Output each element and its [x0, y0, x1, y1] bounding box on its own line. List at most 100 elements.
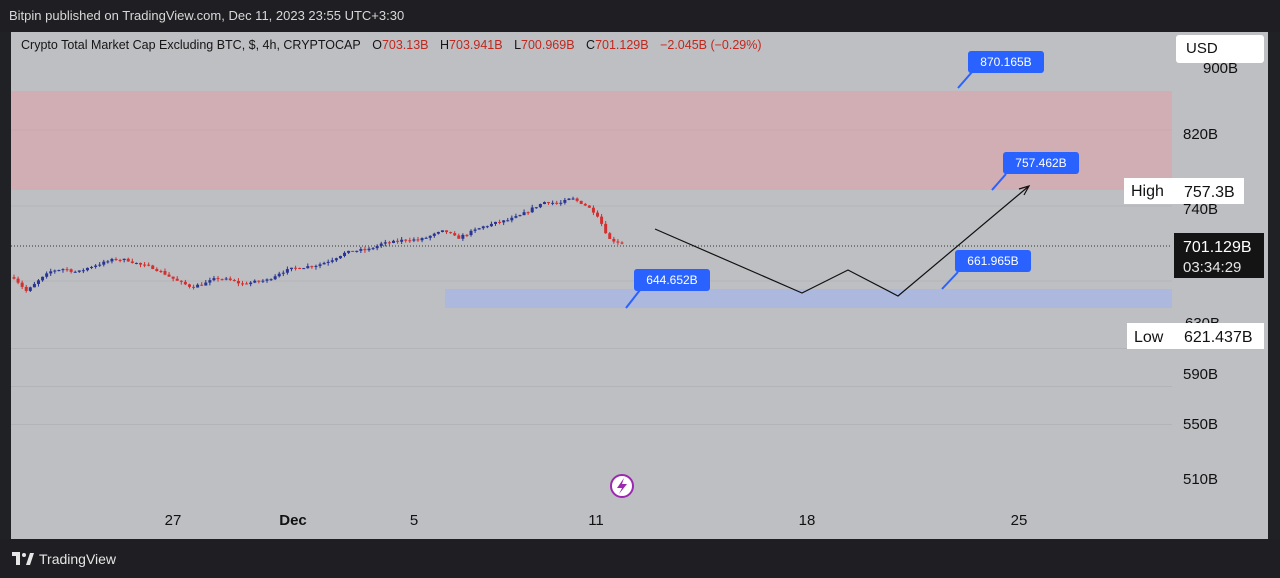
open-value: 703.13B — [381, 38, 429, 52]
candle-body — [204, 282, 208, 286]
candle-body — [494, 221, 498, 224]
candle-body — [69, 269, 73, 272]
tradingview-brand: TradingView — [39, 551, 117, 567]
candle-body — [257, 280, 261, 282]
symbol-title: Crypto Total Market Cap Excluding BTC, $… — [21, 38, 361, 52]
candle-body — [343, 252, 347, 256]
x-axis-labels: 27 Dec 5 11 18 25 — [165, 512, 1028, 529]
footer-bar — [0, 539, 1280, 578]
candle-body — [583, 203, 587, 206]
candle-body — [289, 267, 293, 270]
candle-body — [542, 202, 546, 205]
resistance-zone — [11, 91, 1172, 190]
callout-644-pointer — [625, 289, 641, 309]
last-price-box — [1174, 233, 1264, 278]
low-label-name: Low — [1134, 329, 1164, 346]
tradingview-logo[interactable]: TradingView — [12, 551, 116, 567]
candle-body — [526, 212, 530, 214]
candle-body — [498, 221, 502, 223]
candle-body — [85, 267, 89, 271]
change-value: −2.045B (−0.29%) — [660, 38, 762, 52]
candle-body — [122, 258, 126, 261]
candle-body — [510, 217, 514, 221]
y-tick-820: 820B — [1183, 126, 1218, 143]
candle-body — [591, 207, 595, 213]
candle-body — [302, 268, 306, 270]
candle-body — [387, 242, 391, 244]
candle-body — [355, 250, 359, 252]
candle-body — [20, 282, 24, 287]
candle-body — [200, 284, 204, 286]
candle-body — [12, 277, 16, 279]
candle-body — [269, 279, 273, 281]
projection-arrowhead — [1018, 185, 1031, 196]
candle-body — [245, 283, 249, 285]
callout-661-box — [955, 250, 1031, 272]
candle-body — [183, 281, 187, 285]
x-tick-dec: Dec — [279, 512, 307, 529]
candle-body — [90, 266, 94, 268]
candle-body — [432, 233, 436, 236]
x-tick-18: 18 — [799, 512, 816, 529]
callout-870-box — [968, 51, 1044, 73]
candle-body — [159, 271, 163, 273]
candle-body — [481, 226, 485, 229]
last-price-countdown: 03:34:29 — [1183, 259, 1241, 276]
callout-661-pointer — [941, 271, 959, 290]
candle-body — [457, 235, 461, 239]
candles — [12, 196, 624, 293]
y-tick-740: 740B — [1183, 201, 1218, 218]
high-label-box — [1124, 178, 1244, 204]
lightning-icon[interactable] — [610, 474, 634, 498]
candle-body — [477, 228, 481, 230]
candle-body — [61, 269, 65, 271]
candle-body — [514, 216, 518, 218]
candle-body — [28, 287, 32, 291]
currency-button[interactable]: USD — [1176, 35, 1264, 63]
candle-body — [126, 258, 130, 262]
callout-757: 757.462B — [991, 152, 1079, 191]
high-value: 703.941B — [449, 38, 503, 52]
callout-661-label: 661.965B — [967, 254, 1018, 268]
candle-body — [575, 198, 579, 201]
candle-body — [518, 215, 522, 217]
y-axis-labels: 900B 820B 740B 630B 590B 550B 510B — [1183, 60, 1238, 488]
candle-body — [424, 237, 428, 239]
callout-757-pointer — [991, 173, 1007, 191]
candle-body — [306, 266, 310, 269]
candle-body — [371, 248, 375, 250]
candle-body — [171, 276, 175, 279]
candle-body — [404, 239, 408, 241]
low-label-box — [1127, 323, 1264, 349]
y-tick-900: 900B — [1203, 60, 1238, 77]
chart-legend: Crypto Total Market Cap Excluding BTC, $… — [21, 38, 762, 52]
candle-body — [73, 271, 77, 273]
x-tick-27: 27 — [165, 512, 182, 529]
callout-661: 661.965B — [941, 250, 1031, 290]
candle-body — [428, 235, 432, 238]
candle-body — [620, 242, 624, 244]
candle-body — [347, 250, 351, 253]
candle-body — [298, 267, 302, 269]
candle-body — [408, 240, 412, 242]
candle-body — [192, 286, 196, 288]
candle-body — [608, 233, 612, 239]
candle-body — [236, 280, 240, 284]
x-tick-11: 11 — [588, 512, 604, 529]
candle-body — [187, 284, 191, 287]
candle-body — [587, 205, 591, 208]
close-value: 701.129B — [595, 38, 649, 52]
y-tick-550: 550B — [1183, 416, 1218, 433]
candle-body — [212, 278, 216, 281]
close-label: C — [586, 38, 596, 52]
tradingview-icon — [12, 552, 34, 565]
candle-body — [285, 269, 289, 273]
support-zone — [445, 289, 1172, 308]
candle-body — [367, 248, 371, 251]
candle-body — [538, 204, 542, 208]
candle-body — [567, 198, 571, 200]
callout-757-box — [1003, 152, 1079, 174]
candle-body — [375, 245, 379, 249]
candle-body — [175, 278, 179, 281]
